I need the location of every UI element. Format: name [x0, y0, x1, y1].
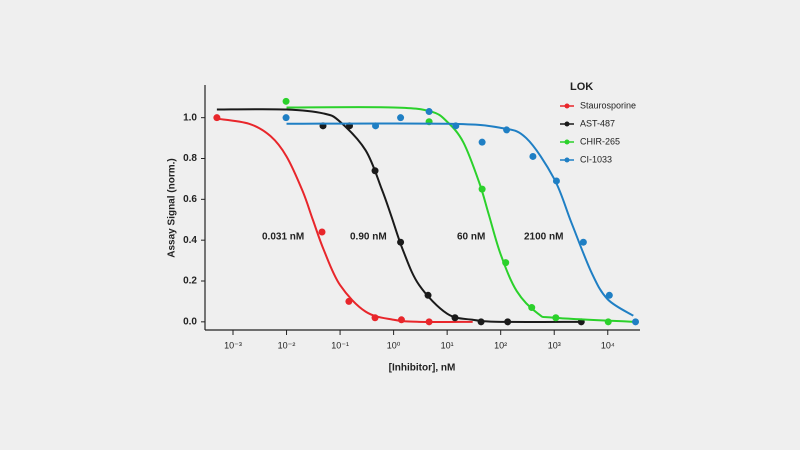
- data-point: [397, 238, 405, 246]
- x-tick-label: 10⁻¹: [331, 340, 349, 350]
- data-point: [452, 122, 460, 130]
- y-tick-label: 0.2: [183, 276, 197, 287]
- y-tick-label: 1.0: [183, 112, 197, 123]
- x-tick-label: 10⁻³: [224, 340, 242, 350]
- fit-curve: [286, 122, 634, 317]
- legend-label: AST-487: [580, 118, 615, 128]
- annotation: 2100 nM: [524, 232, 563, 243]
- data-point: [318, 228, 326, 236]
- y-tick-label: 0.8: [183, 153, 197, 164]
- legend-marker: [564, 103, 570, 109]
- data-point: [345, 297, 353, 305]
- data-point: [371, 167, 379, 175]
- legend-label: CI-1033: [580, 154, 612, 164]
- data-point: [552, 314, 560, 322]
- data-point: [397, 114, 405, 122]
- y-tick-label: 0.6: [183, 194, 197, 205]
- annotation: 60 nM: [457, 232, 485, 243]
- x-tick-label: 10⁰: [387, 340, 401, 350]
- data-point: [504, 318, 512, 326]
- data-point: [528, 304, 536, 312]
- data-point: [502, 259, 510, 267]
- data-point: [372, 122, 380, 130]
- data-point: [282, 97, 290, 105]
- data-point: [604, 318, 612, 326]
- y-tick-label: 0.0: [183, 316, 197, 327]
- x-tick-label: 10⁴: [601, 340, 615, 350]
- data-point: [424, 291, 432, 299]
- data-point: [451, 314, 459, 322]
- data-point: [425, 108, 433, 116]
- x-tick-label: 10³: [548, 340, 561, 350]
- x-tick-label: 10²: [494, 340, 507, 350]
- x-axis-label: [Inhibitor], nM: [389, 363, 456, 374]
- legend-label: CHIR-265: [580, 136, 620, 146]
- annotation: 0.031 nM: [262, 232, 304, 243]
- legend-title: LOK: [570, 81, 593, 93]
- data-point: [213, 114, 221, 122]
- y-axis-label: Assay Signal (norm.): [167, 158, 178, 257]
- data-point: [477, 318, 485, 326]
- data-point: [282, 114, 290, 122]
- data-point: [478, 185, 486, 193]
- x-tick-label: 10⁻²: [278, 340, 296, 350]
- data-point: [605, 291, 613, 299]
- fit-curve: [286, 106, 634, 323]
- annotation: 0.90 nM: [350, 232, 387, 243]
- data-point: [529, 152, 537, 160]
- fit-curve: [216, 108, 580, 323]
- legend-marker: [564, 121, 570, 127]
- legend-label: Staurosporine: [580, 100, 636, 110]
- data-point: [371, 314, 379, 322]
- data-point: [579, 238, 587, 246]
- data-point: [503, 126, 511, 134]
- legend-marker: [564, 157, 570, 163]
- y-tick-label: 0.4: [183, 235, 197, 246]
- data-point: [397, 316, 405, 324]
- x-tick-label: 10¹: [441, 340, 454, 350]
- fit-curve: [216, 117, 473, 323]
- data-point: [552, 177, 560, 185]
- legend-marker: [564, 139, 570, 145]
- data-point: [632, 318, 640, 326]
- data-point: [478, 138, 486, 146]
- data-point: [425, 318, 433, 326]
